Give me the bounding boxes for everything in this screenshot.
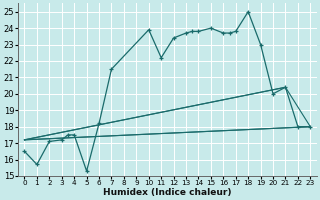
X-axis label: Humidex (Indice chaleur): Humidex (Indice chaleur) bbox=[103, 188, 232, 197]
